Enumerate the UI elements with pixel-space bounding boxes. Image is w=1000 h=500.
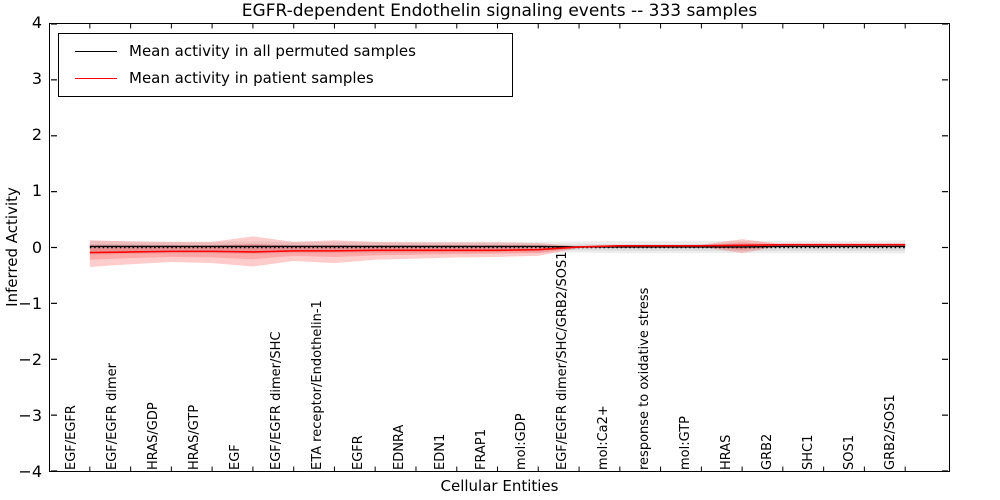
- x-category-label: SHC1: [801, 434, 817, 470]
- black-line-icon: [75, 51, 117, 52]
- x-category-label: mol:Ca2+: [596, 405, 612, 470]
- x-category-label: GRB2: [760, 433, 776, 470]
- y-tick-label: −3: [18, 405, 42, 425]
- y-tick-label: −1: [18, 293, 42, 313]
- y-tick-label: 0: [31, 237, 42, 257]
- x-category-label: FRAP1: [473, 429, 489, 470]
- x-category-label: EGF/EGFR: [64, 405, 79, 470]
- x-category-label: EDNRA: [391, 424, 407, 470]
- legend-label-patient: Mean activity in patient samples: [129, 69, 374, 87]
- legend-item-patient: Mean activity in patient samples: [59, 69, 512, 88]
- x-category-label: EGF: [227, 444, 243, 470]
- y-tick-label: 2: [31, 125, 42, 145]
- x-category-label: HRAS: [719, 434, 735, 470]
- y-tick-label: 1: [31, 181, 42, 201]
- x-category-label: ETA receptor/Endothelin-1: [309, 300, 325, 470]
- x-category-label: mol:GDP: [514, 413, 530, 470]
- y-tick-label: 3: [31, 69, 42, 89]
- x-category-label: EGF/EGFR dimer/SHC: [268, 331, 284, 470]
- x-category-label: mol:GTP: [678, 416, 694, 470]
- x-category-label: HRAS/GTP: [186, 404, 202, 470]
- x-category-label: EGF/EGFR dimer/SHC/GRB2/SOS1: [555, 251, 571, 471]
- chart-title: EGFR-dependent Endothelin signaling even…: [241, 1, 758, 21]
- chart-canvas: [51, 24, 948, 471]
- x-category-label: SOS1: [842, 434, 858, 470]
- x-category-label: HRAS/GDP: [145, 402, 161, 470]
- legend: Mean activity in all permuted samples Me…: [58, 33, 513, 97]
- x-category-label: EDN1: [432, 433, 448, 470]
- x-axis-label: Cellular Entities: [440, 477, 559, 495]
- x-category-label: EGFR: [350, 435, 366, 470]
- series-line-mean-activity-in-patient-samples: [89, 243, 906, 254]
- y-tick-label: 4: [31, 13, 42, 32]
- red-line-icon: [75, 78, 117, 79]
- x-category-label: GRB2/SOS1: [883, 394, 898, 470]
- x-category-label: EGF/EGFR dimer: [104, 363, 120, 470]
- legend-label-permuted: Mean activity in all permuted samples: [129, 42, 416, 60]
- y-tick-label: −2: [18, 349, 42, 369]
- plot-area: [49, 23, 950, 472]
- legend-item-permuted: Mean activity in all permuted samples: [59, 42, 512, 61]
- x-category-label: response to oxidative stress: [637, 287, 653, 470]
- y-tick-label: −4: [18, 462, 42, 481]
- patient-band-outer-band: [89, 236, 906, 268]
